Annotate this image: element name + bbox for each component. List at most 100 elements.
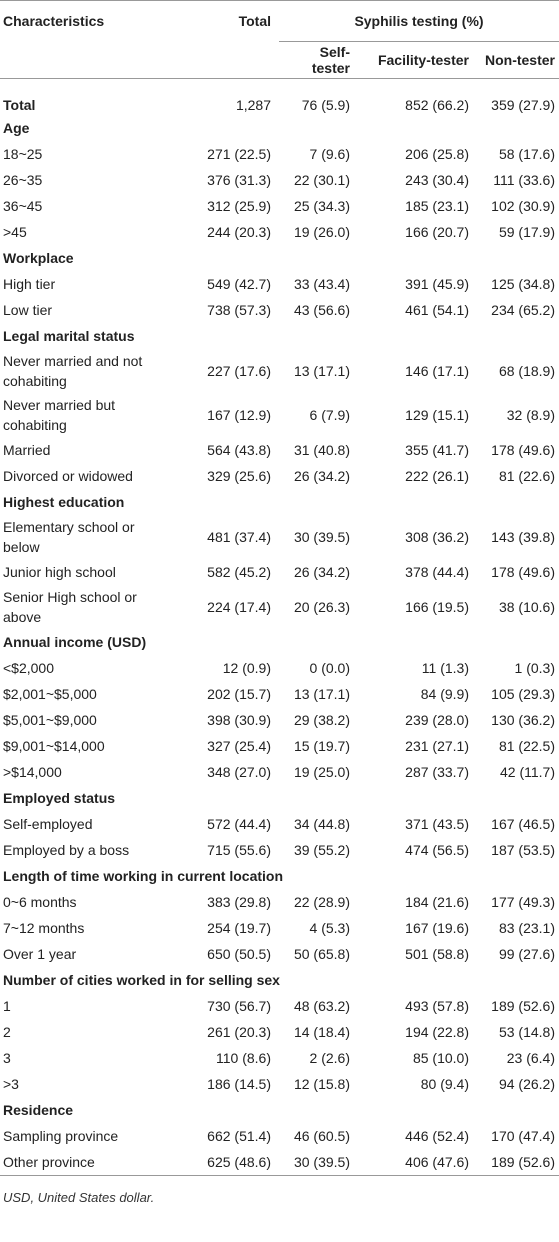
row-label: 18~25 bbox=[3, 146, 43, 162]
total-cell: 715 (55.6) bbox=[207, 842, 271, 858]
table-row: 0~6 months 383 (29.8) 22 (28.9) 184 (21.6) 1… bbox=[0, 889, 559, 915]
non-tester-cell: 53 (14.8) bbox=[498, 1024, 555, 1040]
self-tester-cell: 43 (56.6) bbox=[293, 302, 350, 318]
table-row: Over 1 year 650 (50.5) 50 (65.8) 501 (58.8)… bbox=[0, 941, 559, 967]
facility-tester-cell: 167 (19.6) bbox=[405, 920, 469, 936]
total-cell: 110 (8.6) bbox=[216, 1050, 271, 1066]
row-label: $9,001~$14,000 bbox=[3, 738, 105, 754]
section-row: Residence bbox=[0, 1097, 559, 1123]
total-cell: 227 (17.6) bbox=[207, 363, 271, 379]
row-label: High tier bbox=[3, 276, 56, 292]
total-cell: 383 (29.8) bbox=[207, 894, 271, 910]
total-cell: 1,287 bbox=[235, 97, 271, 113]
self-tester-cell: 48 (63.2) bbox=[293, 998, 350, 1014]
section-heading: Length of time working in current locati… bbox=[3, 868, 284, 884]
row-label: Never married but cohabiting bbox=[3, 397, 116, 433]
facility-tester-cell: 446 (52.4) bbox=[405, 1128, 469, 1144]
non-tester-cell: 125 (34.8) bbox=[491, 276, 555, 292]
non-tester-cell: 102 (30.9) bbox=[491, 198, 555, 214]
total-cell: 564 (43.8) bbox=[207, 442, 271, 458]
total-cell: 12 (0.9) bbox=[222, 660, 271, 676]
non-tester-cell: 130 (36.2) bbox=[491, 712, 555, 728]
self-tester-cell: 31 (40.8) bbox=[293, 442, 350, 458]
non-tester-cell: 177 (49.3) bbox=[491, 894, 555, 910]
row-label: Elementary school or below bbox=[3, 519, 135, 555]
table-row: Employed by a boss 715 (55.6) 39 (55.2) 474… bbox=[0, 837, 559, 863]
non-tester-cell: 143 (39.8) bbox=[491, 529, 555, 545]
total-cell: 348 (27.0) bbox=[207, 764, 271, 780]
row-label: Divorced or widowed bbox=[3, 468, 133, 484]
row-label: >45 bbox=[3, 224, 27, 240]
section-row: Length of time working in current locati… bbox=[0, 863, 559, 889]
facility-tester-cell: 501 (58.8) bbox=[405, 946, 469, 962]
self-tester-cell: 30 (39.5) bbox=[279, 1149, 356, 1176]
non-tester-cell: 170 (47.4) bbox=[491, 1128, 555, 1144]
table-row: Senior High school or above 224 (17.4) 20 … bbox=[0, 585, 559, 629]
facility-tester-cell: 222 (26.1) bbox=[405, 468, 469, 484]
table-row: Sampling province 662 (51.4) 46 (60.5) 446 … bbox=[0, 1123, 559, 1149]
row-label: 0~6 months bbox=[3, 894, 77, 910]
facility-tester-cell: 184 (21.6) bbox=[405, 894, 469, 910]
facility-tester-cell: 493 (57.8) bbox=[405, 998, 469, 1014]
section-row: Workplace bbox=[0, 245, 559, 271]
section-row: Age bbox=[0, 115, 559, 141]
non-tester-cell: 38 (10.6) bbox=[498, 599, 555, 615]
row-label: $5,001~$9,000 bbox=[3, 712, 97, 728]
total-cell: 398 (30.9) bbox=[207, 712, 271, 728]
self-tester-cell: 76 (5.9) bbox=[301, 97, 350, 113]
total-cell: 662 (51.4) bbox=[207, 1128, 271, 1144]
row-label: Junior high school bbox=[3, 564, 116, 580]
header-characteristics: Characteristics bbox=[0, 0, 172, 42]
row-label: >3 bbox=[3, 1076, 19, 1092]
header-non-tester: Non-tester bbox=[477, 41, 559, 79]
total-cell: 625 (48.6) bbox=[172, 1149, 279, 1176]
table-row: 18~25 271 (22.5) 7 (9.6) 206 (25.8) 58 (17.6… bbox=[0, 141, 559, 167]
section-heading: Residence bbox=[3, 1102, 74, 1118]
facility-tester-cell: 185 (23.1) bbox=[405, 198, 469, 214]
facility-tester-cell: 391 (45.9) bbox=[405, 276, 469, 292]
row-label: Senior High school or above bbox=[3, 589, 137, 625]
section-heading: Legal marital status bbox=[3, 328, 135, 344]
table-row: <$2,000 12 (0.9) 0 (0.0) 11 (1.3) 1 (0.3) bbox=[0, 655, 559, 681]
section-row: Highest education bbox=[0, 489, 559, 515]
row-label: Over 1 year bbox=[3, 946, 77, 962]
facility-tester-cell: 194 (22.8) bbox=[405, 1024, 469, 1040]
self-tester-cell: 4 (5.3) bbox=[309, 920, 350, 936]
table-body: Total 1,287 76 (5.9) 852 (66.2) 359 (27.9) Ag… bbox=[0, 79, 559, 1176]
total-cell: 730 (56.7) bbox=[207, 998, 271, 1014]
facility-tester-cell: 406 (47.6) bbox=[356, 1149, 477, 1176]
self-tester-cell: 29 (38.2) bbox=[293, 712, 350, 728]
total-cell: 650 (50.5) bbox=[207, 946, 271, 962]
facility-tester-cell: 474 (56.5) bbox=[405, 842, 469, 858]
self-tester-cell: 14 (18.4) bbox=[293, 1024, 350, 1040]
table-row: $2,001~$5,000 202 (15.7) 13 (17.1) 84 (9.9)… bbox=[0, 681, 559, 707]
self-tester-cell: 7 (9.6) bbox=[309, 146, 350, 162]
facility-tester-cell: 231 (27.1) bbox=[405, 738, 469, 754]
non-tester-cell: 167 (46.5) bbox=[491, 816, 555, 832]
table-row: >3 186 (14.5) 12 (15.8) 80 (9.4) 94 (26.2) bbox=[0, 1071, 559, 1097]
section-row: Annual income (USD) bbox=[0, 629, 559, 655]
facility-tester-cell: 166 (20.7) bbox=[405, 224, 469, 240]
row-label: 26~35 bbox=[3, 172, 43, 188]
table-row: High tier 549 (42.7) 33 (43.4) 391 (45.9) 12… bbox=[0, 271, 559, 297]
table-row: 36~45 312 (25.9) 25 (34.3) 185 (23.1) 102 (3… bbox=[0, 193, 559, 219]
section-heading: Workplace bbox=[3, 250, 74, 266]
non-tester-cell: 83 (23.1) bbox=[498, 920, 555, 936]
self-tester-cell: 39 (55.2) bbox=[293, 842, 350, 858]
table-row: Low tier 738 (57.3) 43 (56.6) 461 (54.1) 234… bbox=[0, 297, 559, 323]
table-row: 7~12 months 254 (19.7) 4 (5.3) 167 (19.6) 83… bbox=[0, 915, 559, 941]
header-self-tester: Self-tester bbox=[279, 41, 356, 79]
header-syphilis-testing: Syphilis testing (%) bbox=[279, 0, 559, 42]
section-row: Number of cities worked in for selling s… bbox=[0, 967, 559, 993]
self-tester-cell: 26 (34.2) bbox=[293, 468, 350, 484]
total-cell: 224 (17.4) bbox=[207, 599, 271, 615]
row-label: Never married and not cohabiting bbox=[3, 353, 143, 389]
self-tester-cell: 46 (60.5) bbox=[293, 1128, 350, 1144]
section-heading: Number of cities worked in for selling s… bbox=[3, 972, 280, 988]
table-row: >$14,000 348 (27.0) 19 (25.0) 287 (33.7) 42 … bbox=[0, 759, 559, 785]
header-total: Total bbox=[172, 0, 279, 42]
row-label: Other province bbox=[0, 1149, 172, 1176]
self-tester-cell: 50 (65.8) bbox=[293, 946, 350, 962]
row-label: Sampling province bbox=[3, 1128, 119, 1144]
total-cell: 254 (19.7) bbox=[207, 920, 271, 936]
